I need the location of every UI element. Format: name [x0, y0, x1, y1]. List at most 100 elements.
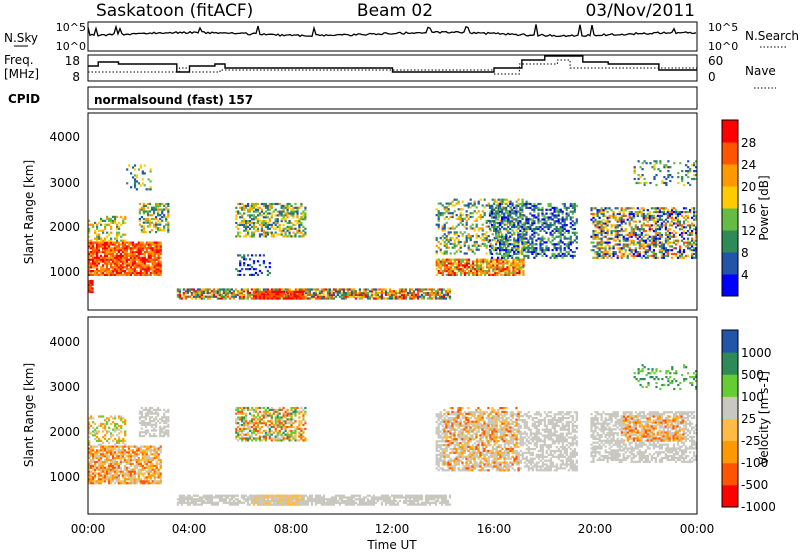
- echo-cell: [148, 210, 152, 213]
- echo-cell: [96, 453, 99, 456]
- echo-cell: [622, 209, 625, 212]
- echo-cell: [142, 217, 145, 221]
- echo-cell: [97, 464, 101, 467]
- echo-cell: [96, 472, 99, 475]
- echo-cell: [695, 237, 698, 240]
- echo-cell: [485, 246, 488, 249]
- echo-cell: [125, 254, 128, 257]
- echo-cell: [267, 293, 270, 296]
- echo-cell: [296, 206, 299, 209]
- echo-cell: [404, 293, 408, 296]
- echo-cell: [626, 218, 629, 221]
- echo-cell: [545, 216, 548, 219]
- echo-cell: [533, 227, 536, 231]
- power-colorbar-swatch: [722, 230, 738, 253]
- echo-cell: [271, 290, 274, 294]
- echo-cell: [88, 223, 91, 226]
- echo-cell: [288, 288, 291, 291]
- echo-cell: [498, 258, 501, 261]
- echo-cell: [461, 200, 464, 203]
- echo-cell: [153, 451, 156, 454]
- echo-cell: [608, 247, 611, 250]
- echo-cell: [252, 233, 256, 236]
- echo-cell: [682, 243, 686, 246]
- echo-cell: [521, 241, 524, 244]
- echo-cell: [161, 208, 164, 211]
- echo-cell: [521, 217, 524, 220]
- echo-cell: [344, 293, 347, 296]
- echo-cell: [125, 247, 128, 250]
- echo-cell: [559, 239, 562, 242]
- echo-cell: [286, 206, 289, 209]
- echo-cell: [127, 268, 130, 271]
- echo-cell: [352, 295, 355, 298]
- echo-cell: [114, 430, 117, 433]
- echo-cell: [123, 464, 126, 467]
- echo-cell: [159, 214, 162, 217]
- echo-cell: [499, 241, 502, 244]
- echo-cell: [620, 230, 623, 233]
- echo-cell: [638, 209, 641, 212]
- echo-cell: [521, 235, 524, 238]
- echo-cell: [135, 251, 138, 254]
- echo-cell: [652, 252, 655, 256]
- echo-cell: [645, 162, 648, 165]
- echo-cell: [121, 460, 124, 464]
- echo-cell: [442, 297, 446, 300]
- echo-cell: [182, 295, 185, 298]
- echo-cell: [644, 245, 647, 248]
- echo-cell: [129, 445, 132, 448]
- echo-cell: [143, 262, 146, 265]
- echo-cell: [571, 224, 574, 227]
- echo-cell: [147, 270, 150, 273]
- echo-cell: [517, 247, 520, 250]
- echo-cell: [463, 266, 467, 269]
- echo-cell: [537, 227, 540, 231]
- echo-cell: [116, 225, 119, 228]
- echo-cell: [656, 211, 659, 214]
- echo-cell: [239, 273, 242, 276]
- echo-cell: [254, 288, 257, 291]
- echo-cell: [505, 247, 508, 250]
- echo-cell: [531, 241, 534, 244]
- echo-cell: [240, 295, 243, 298]
- echo-cell: [159, 262, 162, 265]
- echo-cell: [388, 292, 392, 295]
- echo-cell: [475, 237, 478, 240]
- echo-cell: [444, 292, 448, 295]
- echo-cell: [608, 214, 611, 217]
- echo-cell: [105, 468, 109, 471]
- echo-cell: [666, 239, 669, 242]
- echo-cell: [241, 216, 244, 219]
- echo-cell: [88, 480, 91, 483]
- echo-cell: [121, 251, 124, 254]
- echo-cell: [102, 231, 105, 234]
- echo-cell: [157, 252, 160, 256]
- echo-cell: [553, 256, 556, 259]
- echo-cell: [451, 215, 454, 219]
- echo-cell: [268, 208, 271, 211]
- echo-cell: [600, 239, 603, 242]
- echo-cell: [118, 424, 121, 427]
- echo-cell: [459, 258, 463, 261]
- echo-cell: [418, 295, 422, 298]
- echo-cell: [88, 245, 91, 248]
- echo-cell: [99, 254, 103, 257]
- echo-cell: [115, 445, 118, 448]
- echo-cell: [210, 295, 213, 298]
- echo-cell: [634, 212, 637, 216]
- echo-cell: [96, 258, 99, 261]
- echo-cell: [668, 231, 671, 235]
- echo-cell: [141, 457, 144, 460]
- echo-cell: [242, 290, 245, 293]
- echo-cell: [90, 447, 93, 450]
- echo-cell: [88, 247, 91, 250]
- echo-cell: [545, 212, 548, 215]
- echo-cell: [121, 254, 124, 257]
- echo-cell: [624, 243, 627, 246]
- echo-cell: [153, 254, 156, 257]
- echo-cell: [519, 252, 522, 255]
- echo-cell: [447, 233, 450, 236]
- echo-cell: [131, 260, 134, 263]
- echo-cell: [516, 258, 519, 261]
